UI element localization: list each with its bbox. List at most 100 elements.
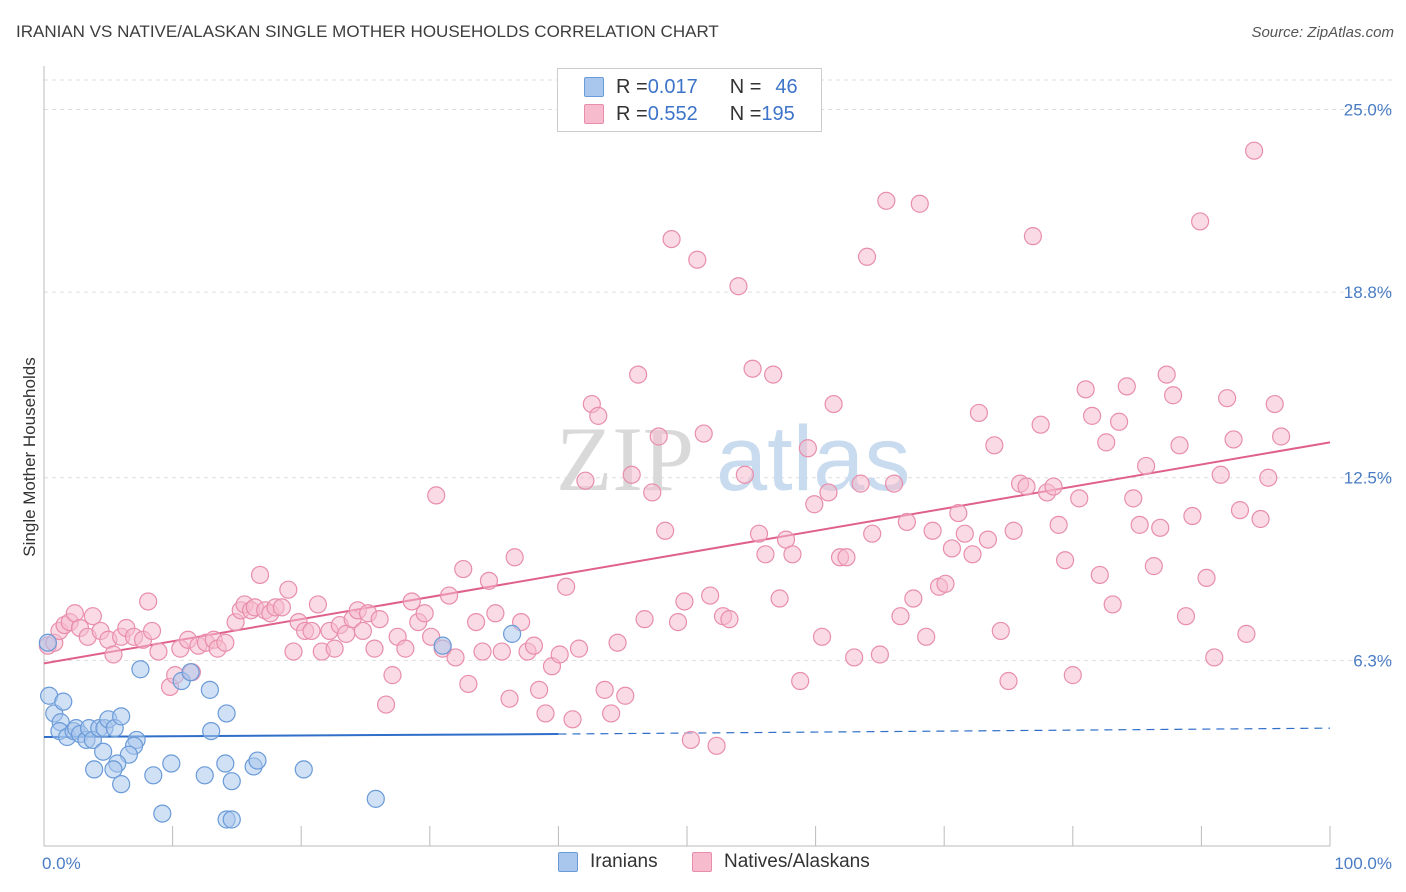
x-tick-label-max: 100.0% xyxy=(1334,854,1392,873)
r-value: 0.017 xyxy=(647,75,698,98)
natives-point xyxy=(635,610,654,629)
natives-point xyxy=(1197,568,1216,588)
natives-point xyxy=(439,586,459,605)
natives-point xyxy=(649,427,668,446)
natives-point xyxy=(629,365,648,384)
natives-point xyxy=(770,589,789,608)
natives-point xyxy=(563,710,582,729)
natives-point xyxy=(694,424,713,443)
iranians-point xyxy=(162,754,181,773)
natives-point xyxy=(446,648,465,667)
iranians-point xyxy=(216,754,235,773)
natives-point xyxy=(837,548,856,567)
natives-point xyxy=(729,277,748,296)
natives-point xyxy=(963,545,982,564)
natives-point xyxy=(353,621,373,641)
iranians-point xyxy=(248,751,267,770)
natives-point xyxy=(668,612,688,632)
iranians-point xyxy=(112,707,131,726)
legend-row-iranians: R = 0.017 N = 46 xyxy=(584,75,798,99)
natives-point xyxy=(857,247,877,266)
natives-point xyxy=(1237,624,1256,643)
natives-point xyxy=(473,642,492,661)
iranians-point xyxy=(222,772,241,791)
natives-point xyxy=(701,586,720,605)
natives-point xyxy=(104,645,123,664)
natives-point xyxy=(891,607,910,626)
chart-source: Source: ZipAtlas.com xyxy=(1251,24,1394,41)
natives-point xyxy=(454,559,473,579)
iranians-point xyxy=(217,704,236,723)
natives-point xyxy=(936,574,955,593)
natives-point xyxy=(466,612,486,632)
blue-swatch-icon xyxy=(558,852,578,872)
natives-point xyxy=(978,530,998,549)
legend-label: Iranians xyxy=(590,851,658,872)
n-value: 195 xyxy=(761,102,795,125)
natives-point xyxy=(595,680,614,699)
natives-point xyxy=(783,545,802,564)
iranians-point xyxy=(54,692,73,711)
natives-point xyxy=(1004,521,1023,540)
natives-point xyxy=(550,645,569,664)
blue-swatch-icon xyxy=(584,77,604,97)
y-axis-label: Single Mother Households xyxy=(20,357,39,557)
watermark: ZIP atlas xyxy=(556,408,910,510)
natives-point xyxy=(608,633,627,652)
iranians-point xyxy=(433,636,452,655)
natives-point xyxy=(250,565,270,585)
iranians-point xyxy=(38,633,57,652)
natives-point xyxy=(576,471,595,490)
natives-point xyxy=(383,666,402,685)
natives-point xyxy=(870,645,890,664)
natives-point xyxy=(479,571,499,590)
pink-swatch-icon xyxy=(692,852,712,872)
natives-point xyxy=(1017,477,1036,496)
natives-point xyxy=(1023,227,1043,246)
natives-point xyxy=(216,633,235,652)
iranians-point xyxy=(503,624,522,643)
natives-point xyxy=(1109,412,1129,431)
natives-point xyxy=(492,642,511,661)
natives-point xyxy=(681,730,700,750)
natives-point xyxy=(557,577,576,596)
natives-point xyxy=(845,648,864,667)
iranians-point xyxy=(366,789,385,808)
chart-title: IRANIAN VS NATIVE/ALASKAN SINGLE MOTHER … xyxy=(16,22,719,41)
iranians-point xyxy=(144,766,163,785)
iranians-trend-extension xyxy=(558,727,1331,735)
natives-point xyxy=(910,194,929,213)
n-label: N = xyxy=(729,102,762,125)
data-points xyxy=(38,141,1291,829)
natives-point xyxy=(955,524,974,543)
natives-point xyxy=(812,627,832,646)
natives-point xyxy=(1117,377,1136,396)
natives-point xyxy=(707,736,726,755)
n-value: 46 xyxy=(775,75,798,98)
natives-point xyxy=(743,359,762,378)
iranians-point xyxy=(153,804,172,823)
natives-point xyxy=(1218,389,1237,408)
pink-swatch-icon xyxy=(584,104,604,124)
y-tick-label: 25.0% xyxy=(1344,100,1392,119)
iranians-point xyxy=(131,660,150,679)
r-value: 0.552 xyxy=(647,102,698,125)
natives-point xyxy=(764,365,783,384)
natives-trend-line xyxy=(43,441,1331,665)
r-label: R = xyxy=(616,75,648,98)
natives-point xyxy=(486,604,505,623)
stats-legend: R = 0.017 N = 46 R = 0.552 N = 195 xyxy=(557,68,822,132)
natives-point xyxy=(415,604,434,623)
iranians-point xyxy=(200,680,219,699)
y-tick-label: 18.8% xyxy=(1344,283,1392,302)
natives-point xyxy=(917,627,936,646)
natives-point xyxy=(1097,433,1116,452)
natives-point xyxy=(524,636,544,655)
legend-row-natives: R = 0.552 N = 195 xyxy=(584,102,795,126)
natives-point xyxy=(720,610,739,629)
natives-point xyxy=(589,406,608,425)
natives-point xyxy=(284,642,303,661)
natives-point xyxy=(142,621,162,641)
natives-point xyxy=(376,695,396,714)
iranians-point xyxy=(222,810,241,829)
